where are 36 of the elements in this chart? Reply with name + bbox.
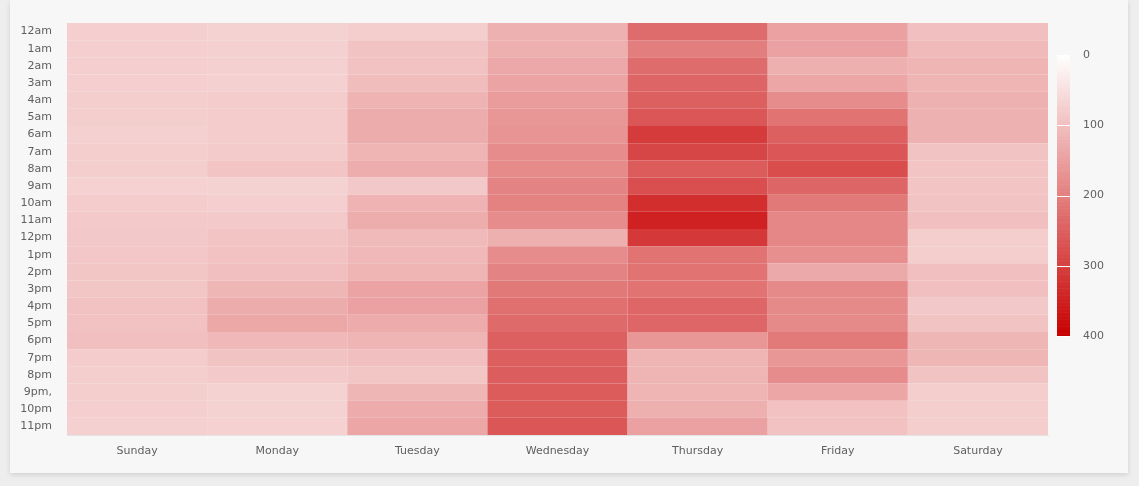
y-tick-label: 1pm	[27, 247, 52, 261]
color-bar-label: 300	[1083, 258, 1104, 272]
x-tick-label: Wednesday	[525, 444, 590, 458]
x-tick-label: Saturday	[953, 444, 1004, 458]
y-tick-label: 12am	[20, 24, 52, 38]
y-tick-label: 8am	[27, 161, 52, 175]
y-tick-label: 9pm,	[23, 384, 52, 398]
y-tick-label: 10am	[20, 196, 52, 210]
y-tick-label: 8pm	[27, 367, 52, 381]
y-tick-label: 6am	[27, 127, 52, 141]
y-tick-label: 1am	[27, 41, 52, 55]
y-tick-label: 10pm	[20, 402, 52, 416]
y-tick-label: 9am	[27, 178, 52, 192]
x-tick-label: Friday	[821, 444, 855, 458]
color-bar-label: 100	[1083, 118, 1104, 132]
y-tick-label: 11pm	[20, 419, 52, 433]
color-bar-label: 0	[1083, 47, 1090, 61]
y-tick-label: 4pm	[27, 299, 52, 313]
x-tick-label: Sunday	[116, 444, 159, 458]
y-tick-label: 3am	[27, 75, 52, 89]
y-tick-label: 7pm	[27, 350, 52, 364]
y-tick-label: 2am	[27, 58, 52, 72]
color-bar-label: 200	[1083, 188, 1104, 202]
x-tick-label: Monday	[255, 444, 300, 458]
x-tick-label: Tuesday	[393, 444, 441, 458]
color-bar-label: 400	[1083, 328, 1104, 342]
y-tick-label: 5pm	[27, 316, 52, 330]
y-tick-label: 2pm	[27, 264, 52, 278]
y-tick-label: 12pm	[20, 230, 52, 244]
y-tick-label: 7am	[27, 144, 52, 158]
y-tick-label: 6pm	[27, 333, 52, 347]
y-tick-label: 3pm	[27, 281, 52, 295]
y-tick-label: 5am	[27, 110, 52, 124]
y-tick-label: 11am	[20, 213, 52, 227]
x-tick-label: Thursday	[671, 444, 724, 458]
y-tick-label: 4am	[27, 93, 52, 107]
